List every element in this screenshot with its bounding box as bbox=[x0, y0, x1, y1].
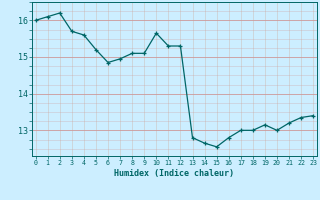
X-axis label: Humidex (Indice chaleur): Humidex (Indice chaleur) bbox=[115, 169, 234, 178]
